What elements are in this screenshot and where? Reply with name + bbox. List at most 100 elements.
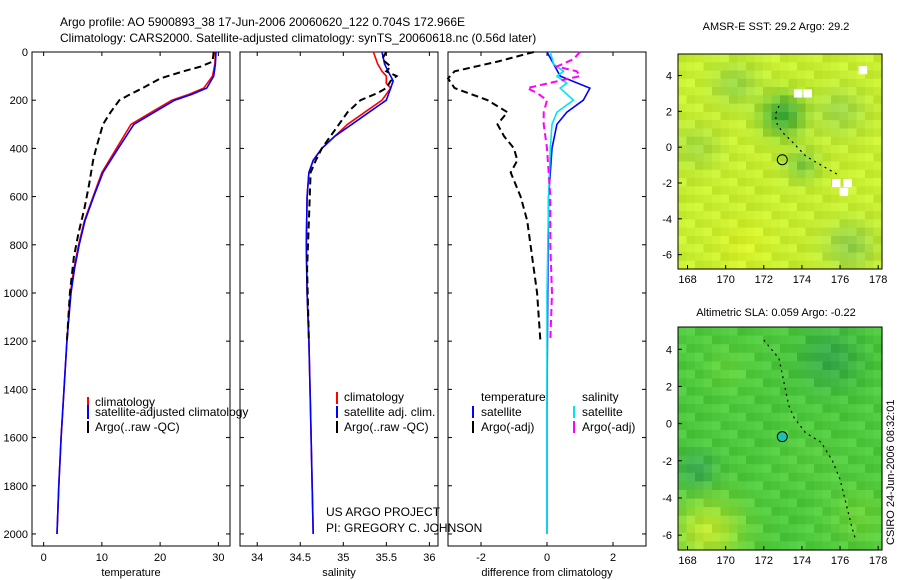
heatmap-cell [831,498,841,508]
heatmap-cell [780,472,790,482]
heatmap-cell [873,252,883,262]
heatmap-cell [822,541,832,551]
heatmap-cell [746,447,756,457]
heatmap-cell [771,455,781,465]
heatmap-cell [814,186,824,196]
heatmap-cell [763,194,773,204]
heatmap-cell [737,335,747,345]
heatmap-cell [797,507,807,517]
heatmap-cell [712,144,722,154]
heatmap-cell [737,62,747,72]
heatmap-cell [831,438,841,448]
heatmap-cell [831,227,841,237]
heatmap-cell [678,227,688,237]
heatmap-cell [763,227,773,237]
heatmap-cell [865,327,875,337]
heatmap-cell [873,202,883,212]
heatmap-cell [737,194,747,204]
heatmap-cell [797,447,807,457]
heatmap-cell [797,219,807,229]
heatmap-cell [797,54,807,63]
heatmap-cell [788,387,798,397]
heatmap-cell [771,62,781,72]
heatmap-cell [720,524,730,534]
heatmap-cell [754,541,764,551]
heatmap-cell [754,429,764,440]
heatmap-cell [703,361,713,371]
heatmap-cell [720,464,730,474]
heatmap-cell [856,235,866,245]
heatmap-cell [797,378,807,388]
heatmap-cell [873,227,883,237]
heatmap-cell [763,202,773,212]
heatmap-cell [797,327,807,337]
heatmap-cell [746,438,756,448]
heatmap-cell [712,235,722,245]
heatmap-cell [737,111,747,121]
heatmap-cell [814,87,824,96]
heatmap-cell [814,498,824,508]
heatmap-cell [771,352,781,362]
heatmap-cell [822,498,832,508]
heatmap-cell [856,464,866,474]
heatmap-cell [822,111,832,121]
heatmap-cell [737,211,747,220]
heatmap-cell [848,244,858,254]
heatmap-cell [746,194,756,204]
heatmap-cell [814,515,824,525]
heatmap-cell [788,153,798,163]
heatmap-cell [822,161,832,171]
heatmap-cell [746,169,756,179]
heatmap-cell [771,532,781,543]
heatmap-cell [780,111,790,121]
heatmap-cell [737,120,747,130]
heatmap-cell [873,395,883,405]
heatmap-cell [814,78,824,88]
xtick-label: 35.5 [376,552,397,564]
heatmap-cell [746,111,756,121]
heatmap-cell [856,244,866,254]
heatmap-cell [729,404,739,414]
heatmap-cell [822,507,832,517]
heatmap-cell [686,489,696,500]
heatmap-cell [797,335,807,345]
heatmap-cell [686,161,696,171]
heatmap-cell [873,120,883,130]
heatmap-cell [856,95,866,105]
heatmap-cell [754,54,764,63]
heatmap-cell [729,128,739,138]
heatmap-cell [720,136,730,146]
xtick-label: 34 [251,552,263,564]
heatmap-cell [695,515,705,525]
heatmap-cell [746,227,756,237]
heatmap-cell [720,78,730,88]
title-line2: Climatology: CARS2000. Satellite-adjuste… [60,31,536,45]
heatmap-cell [848,369,858,380]
heatmap-cell [831,103,841,113]
heatmap-cell [822,387,832,397]
heatmap-cell [788,62,798,72]
heatmap-cell [771,178,781,187]
heatmap-cell [814,153,824,163]
heatmap-cell [873,387,883,397]
heatmap-cell [678,54,688,63]
map-ytick-label: -4 [662,214,672,226]
heatmap-cell [686,227,696,237]
heatmap-cell [763,260,773,270]
heatmap-cell [720,235,730,245]
heatmap-cell [805,235,815,245]
heatmap-cell [814,219,824,229]
heatmap-cell [856,472,866,482]
heatmap-cell [865,361,875,371]
heatmap-cell [695,62,705,72]
heatmap-cell [856,169,866,179]
difference-panel: difference from climatology temperature … [446,51,647,579]
heatmap-cell [839,78,849,88]
heatmap-cell [678,335,688,345]
heatmap-cell [763,515,773,525]
heatmap-cell [754,103,764,113]
heatmap-cell [814,541,824,551]
heatmap-cell [856,327,866,337]
heatmap-cell [771,244,781,254]
heatmap-cell [831,244,841,254]
